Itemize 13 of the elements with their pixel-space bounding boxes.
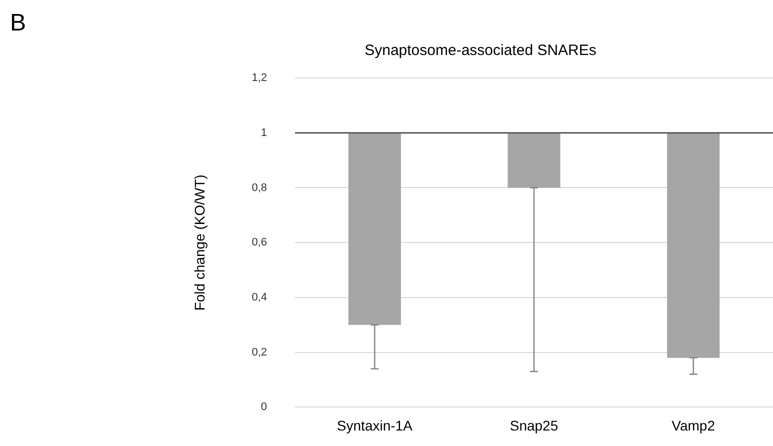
y-tick-label: 0,2 <box>252 346 267 358</box>
text: B <box>10 10 26 37</box>
y-tick-label: 0,6 <box>252 236 267 249</box>
y-tick-label: 0 <box>260 401 267 414</box>
x-tick-label: Snap25 <box>510 417 558 434</box>
x-tick-label: Vamp2 <box>672 417 716 434</box>
y-tick-label: 1 <box>260 126 267 139</box>
y-tick-label: 0,4 <box>252 292 267 304</box>
chart-title: Synaptosome-associated SNAREs <box>364 42 596 60</box>
y-tick-label: 0,8 <box>252 182 267 194</box>
x-tick-label: Syntaxin-1A <box>336 417 414 434</box>
y-tick-label: 1,2 <box>252 72 267 84</box>
y-axis-title: Fold change (KO/WT) <box>191 174 208 311</box>
